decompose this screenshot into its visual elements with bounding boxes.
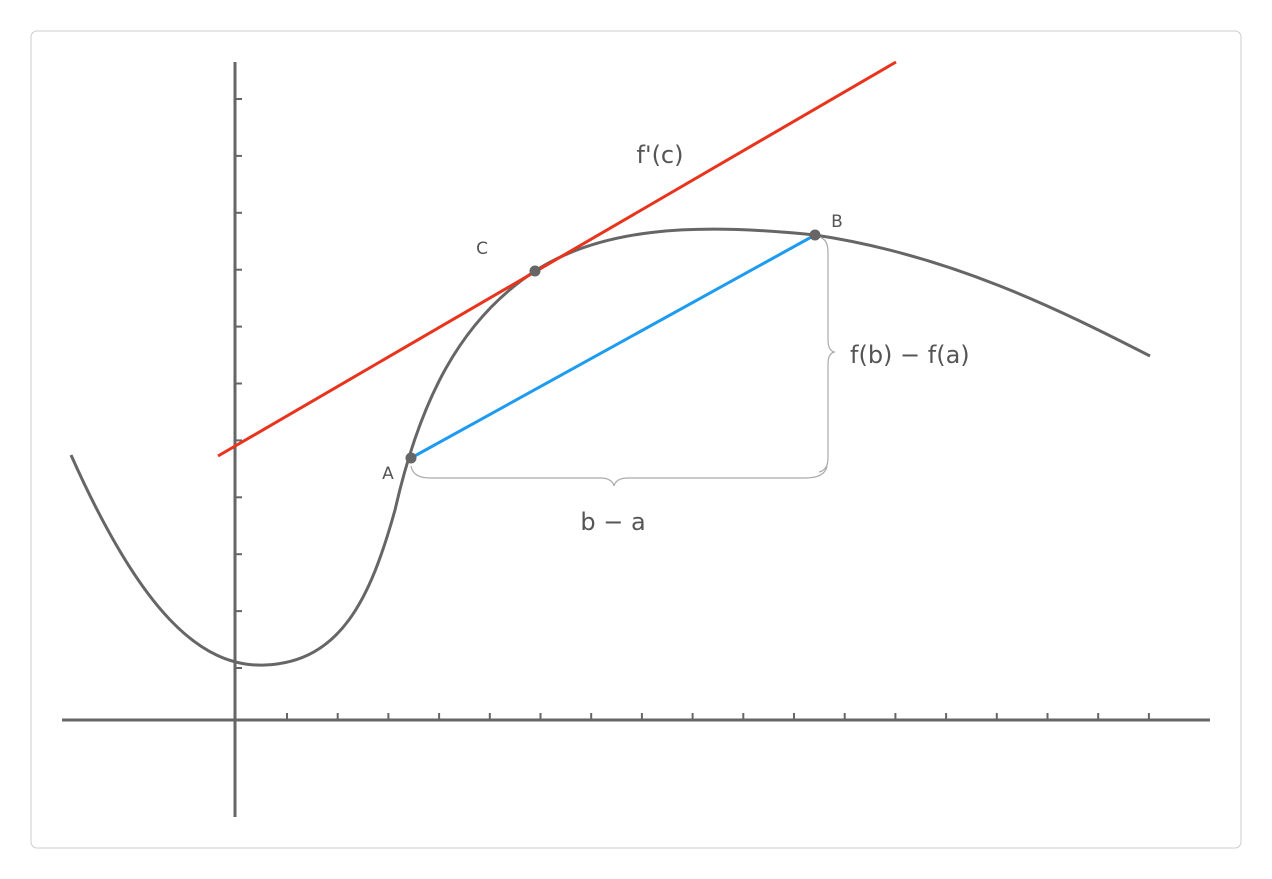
secant-line [410, 233, 816, 460]
point-b [809, 229, 821, 241]
curve [69, 227, 1151, 667]
point-label: C [476, 239, 488, 259]
point-c [529, 265, 541, 277]
tangent-label: f'(c) [637, 141, 684, 169]
x-ticks [286, 713, 1150, 720]
point-label: A [382, 464, 394, 484]
point-a [405, 452, 417, 464]
frame [30, 30, 1242, 849]
run-label: b − a [580, 508, 645, 536]
rise-label: f(b) − f(a) [850, 341, 970, 369]
axes [62, 62, 1210, 817]
point-label: B [831, 212, 843, 232]
tangent-line [217, 60, 897, 458]
rise-brace [818, 236, 836, 473]
run-brace [410, 465, 828, 487]
y-ticks [235, 98, 242, 669]
